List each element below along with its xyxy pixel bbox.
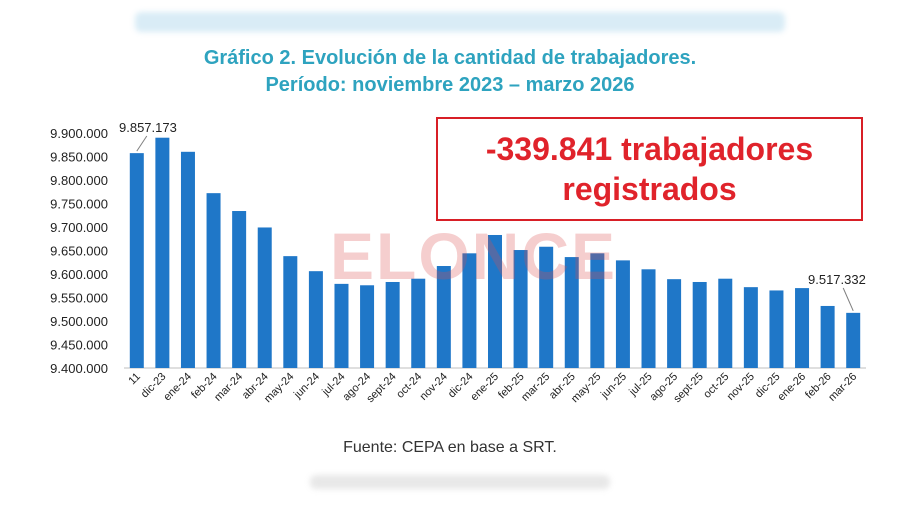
callout-line2: registrados [562, 171, 737, 207]
bar [692, 281, 707, 368]
bar [615, 260, 630, 368]
source-note: Fuente: CEPA en base a SRT. [343, 439, 557, 456]
last-value-label: 9.517.332 [808, 272, 866, 287]
y-tick-label: 9.800.000 [50, 173, 108, 188]
chart-title-line1: Gráfico 2. Evolución de la cantidad de t… [203, 47, 697, 69]
bar [436, 266, 451, 368]
bar [513, 250, 528, 368]
watermark-logo: ELONCE [330, 219, 618, 293]
bar [232, 211, 247, 368]
x-tick-label: mar-25 [519, 371, 552, 404]
bar [385, 281, 400, 368]
bar [129, 153, 144, 368]
y-tick-label: 9.550.000 [50, 291, 108, 306]
y-tick-label: 9.900.000 [50, 126, 108, 141]
x-tick-label: ene-26 [775, 371, 808, 404]
x-tick-label: 11 [126, 371, 143, 388]
bar [257, 227, 272, 368]
callout-line1: -339.841 trabajadores [485, 131, 814, 167]
y-tick-label: 9.850.000 [50, 150, 108, 165]
bar [488, 234, 502, 368]
bar [155, 137, 170, 368]
last-value-leader [842, 287, 854, 312]
y-tick-label: 9.650.000 [50, 244, 108, 259]
x-tick-label: jun-25 [598, 371, 629, 402]
bar [411, 278, 426, 368]
chart-title-line2: Período: noviembre 2023 – marzo 2026 [265, 74, 635, 96]
y-tick-label: 9.750.000 [50, 197, 108, 212]
bar [308, 271, 323, 368]
bar [360, 285, 375, 368]
bar [769, 290, 784, 368]
bar [743, 287, 758, 368]
bar [667, 279, 682, 368]
bar [206, 193, 221, 368]
y-tick-label: 9.400.000 [50, 361, 108, 376]
x-tick-label: ene-24 [161, 371, 194, 404]
bar [283, 256, 298, 368]
blurred-header-text [135, 12, 785, 32]
bar [334, 283, 349, 368]
x-tick-label: nov-25 [725, 371, 757, 403]
y-tick-label: 9.450.000 [50, 338, 108, 353]
x-tick-label: mar-24 [212, 371, 245, 404]
x-tick-label: nov-24 [418, 371, 450, 403]
first-value-label: 9.857.173 [119, 120, 177, 135]
first-value-leader [136, 135, 148, 152]
bar [718, 278, 733, 368]
x-tick-label: ene-25 [468, 371, 501, 404]
callout-box: -339.841 trabajadores registrados [436, 117, 863, 221]
bar [820, 305, 835, 368]
x-tick-label: jun-24 [291, 371, 322, 402]
bar [180, 151, 195, 368]
bar [795, 288, 810, 368]
bar [590, 253, 605, 368]
y-tick-label: 9.500.000 [50, 314, 108, 329]
bar [462, 253, 477, 368]
bar [641, 269, 656, 368]
bar [539, 246, 554, 368]
x-tick-label: mar-26 [826, 371, 859, 404]
bar [564, 257, 579, 368]
y-tick-label: 9.700.000 [50, 220, 108, 235]
y-tick-label: 9.600.000 [50, 267, 108, 282]
bar [846, 312, 861, 368]
blurred-footer-text [310, 475, 610, 489]
